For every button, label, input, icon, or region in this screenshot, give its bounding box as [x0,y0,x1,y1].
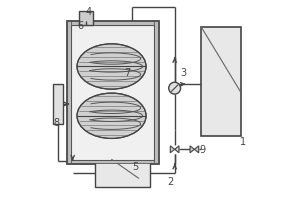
Text: 4: 4 [86,7,92,17]
Bar [67,21,158,163]
Bar [79,11,93,25]
Text: 6: 6 [77,21,83,31]
Ellipse shape [77,44,146,89]
Text: 8: 8 [53,118,59,128]
Text: 5: 5 [132,162,139,172]
Bar [67,21,158,25]
Polygon shape [175,146,179,153]
Bar [95,159,150,187]
Polygon shape [190,146,194,153]
Ellipse shape [77,93,146,138]
Bar [67,21,71,163]
Polygon shape [170,146,175,153]
Text: 7: 7 [124,68,130,78]
Circle shape [169,82,181,94]
Bar [201,27,241,136]
Text: 3: 3 [181,68,187,78]
Bar [67,160,158,163]
Bar [154,21,158,163]
Text: 1: 1 [240,137,246,147]
Bar [71,25,154,160]
Text: 2: 2 [168,177,174,187]
Bar [53,84,63,124]
Polygon shape [194,146,199,153]
Text: 9: 9 [199,145,206,155]
